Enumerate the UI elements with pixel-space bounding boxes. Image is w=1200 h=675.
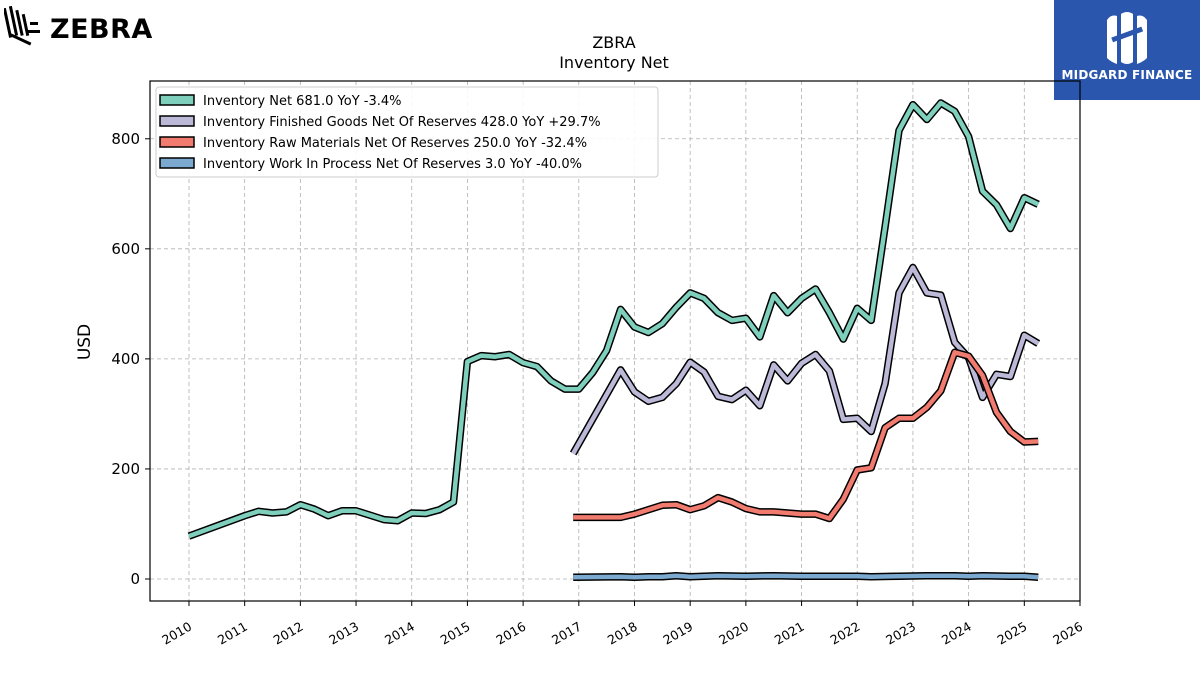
midgard-logo-text: MIDGARD FINANCE	[1061, 68, 1193, 82]
plot-frame	[149, 80, 1081, 602]
legend-swatch	[159, 136, 195, 148]
y-tick-label: 600	[111, 240, 140, 258]
y-axis: 0 200 400 600 800	[111, 130, 150, 588]
x-tick-label: 2012	[271, 619, 306, 648]
x-tick-label: 2023	[883, 619, 918, 648]
zebra-logo: ZEBRA	[4, 4, 154, 52]
series-line-0	[188, 100, 1040, 539]
legend-box	[155, 86, 659, 178]
x-tick-label: 2024	[939, 619, 974, 648]
y-tick-label: 400	[111, 350, 140, 368]
x-tick-label: 2022	[827, 619, 862, 648]
x-tick-label: 2015	[438, 619, 473, 648]
x-tick-label: 2025	[995, 619, 1030, 648]
series-line-2	[573, 350, 1039, 521]
legend-label: Inventory Work In Process Net Of Reserve…	[203, 157, 582, 172]
zebra-head-icon	[4, 5, 40, 46]
x-tick-label: 2021	[772, 619, 807, 648]
x-tick-label: 2026	[1050, 619, 1085, 648]
x-tick-label: 2010	[159, 619, 194, 648]
midgard-emblem-icon	[1107, 12, 1147, 64]
zebra-logo-text: ZEBRA	[50, 14, 153, 45]
x-tick-label: 2014	[382, 619, 417, 648]
y-tick-label: 0	[130, 570, 140, 588]
legend-swatch	[159, 115, 195, 127]
x-tick-label: 2011	[215, 619, 250, 648]
x-tick-label: 2019	[660, 619, 695, 648]
midgard-finance-logo: MIDGARD FINANCE	[1054, 0, 1200, 100]
x-tick-label: 2013	[326, 619, 361, 648]
y-tick-label: 200	[111, 460, 140, 478]
chart-subtitle: Inventory Net	[559, 53, 669, 72]
legend-label: Inventory Finished Goods Net Of Reserves…	[203, 115, 601, 130]
y-axis-label: USD	[75, 324, 95, 360]
legend: Inventory Net 681.0 YoY -3.4% Inventory F…	[155, 86, 659, 178]
legend-label: Inventory Net 681.0 YoY -3.4%	[203, 94, 402, 109]
y-tick-label: 800	[111, 130, 140, 148]
legend-label: Inventory Raw Materials Net Of Reserves …	[203, 136, 587, 151]
x-tick-label: 2017	[549, 619, 584, 648]
series-lines	[187, 99, 1041, 582]
series-line-3	[573, 573, 1039, 580]
legend-swatch	[159, 94, 195, 106]
x-tick-label: 2018	[605, 619, 640, 648]
x-tick-label: 2016	[493, 619, 528, 648]
x-axis: 2010 2011 2012 2013 2014 2015 2016 2017 2018 2019…	[159, 601, 1085, 648]
chart-title: ZBRA	[592, 33, 635, 52]
x-tick-label: 2020	[716, 619, 751, 648]
legend-swatch	[159, 157, 195, 169]
